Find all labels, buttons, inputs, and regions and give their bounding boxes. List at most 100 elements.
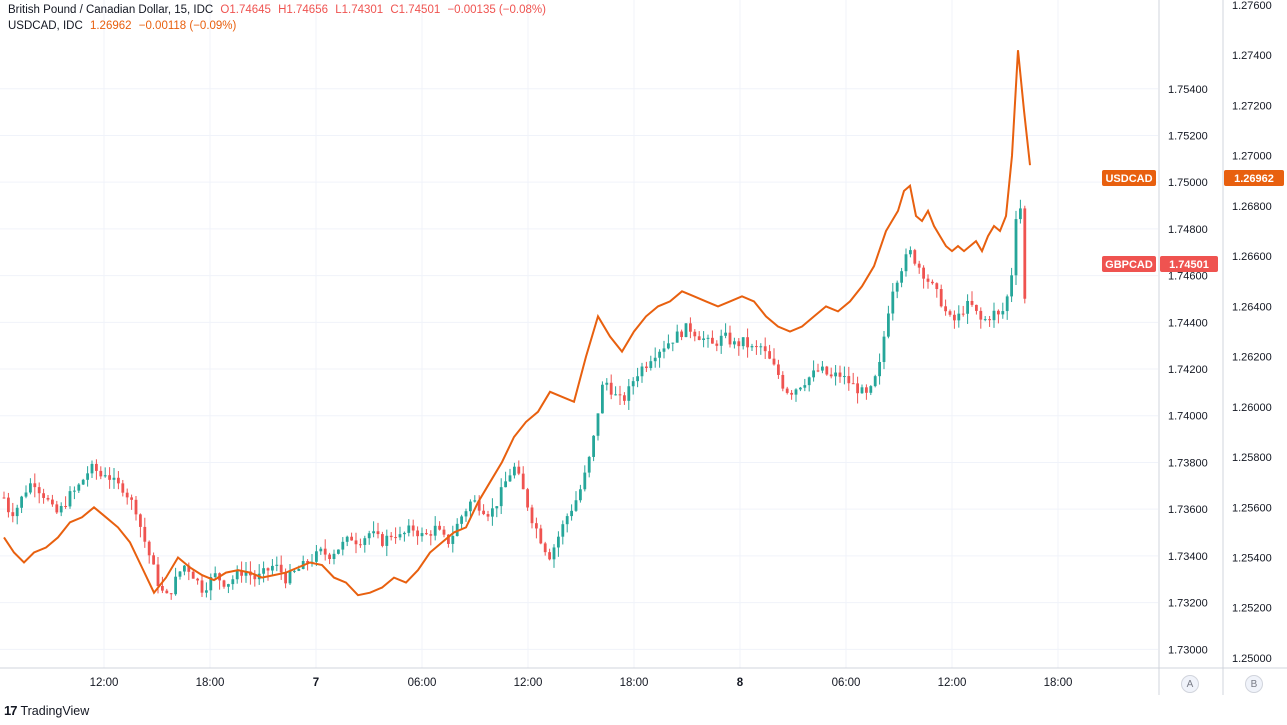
far-right-axis-tick-12: 1.25200: [1232, 603, 1272, 615]
candle-body: [279, 564, 283, 573]
candle-body: [807, 377, 811, 386]
candle-body: [2, 497, 6, 499]
candle: [680, 329, 683, 341]
candle-body: [134, 499, 138, 515]
candle: [645, 361, 648, 373]
candle-body: [284, 572, 287, 584]
candle: [486, 510, 490, 522]
candle: [231, 575, 235, 590]
candle: [504, 471, 507, 488]
candle: [944, 299, 947, 316]
candle: [464, 508, 468, 522]
candle-body: [235, 570, 239, 580]
candle-body: [693, 331, 697, 337]
candle-body: [29, 483, 32, 493]
candle: [191, 570, 195, 579]
candle: [262, 561, 265, 583]
candle: [561, 520, 565, 545]
candle: [724, 323, 727, 339]
legend-gbpcad-change: −0.00135 (−0.08%): [447, 4, 546, 16]
candle: [728, 325, 732, 348]
candle: [689, 317, 692, 339]
candle-body: [843, 376, 846, 378]
candle: [381, 531, 384, 548]
candle: [407, 519, 411, 537]
legend-gbpcad[interactable]: British Pound / Canadian Dollar, 15, IDC…: [8, 4, 550, 16]
gbpcad-badge: GBPCAD 1.74501: [1102, 256, 1218, 272]
candle: [658, 349, 661, 368]
candle-body: [464, 511, 468, 517]
candle: [768, 344, 771, 360]
candle: [552, 544, 556, 568]
candle-body: [904, 254, 908, 272]
candle-body: [922, 267, 925, 279]
candle: [161, 576, 164, 594]
candle-body: [433, 525, 437, 536]
candle: [90, 460, 94, 478]
candle-body: [953, 314, 956, 321]
candle: [403, 531, 406, 542]
candle: [605, 378, 609, 391]
candle: [693, 329, 697, 342]
candle: [548, 548, 551, 561]
candle-body: [865, 387, 868, 393]
candle-body: [741, 337, 745, 347]
candle-body: [288, 570, 292, 584]
candle-body: [15, 507, 19, 517]
candle-body: [407, 525, 411, 533]
candle-body: [420, 533, 424, 537]
time-axis[interactable]: 12:00 18:00 7 06:00 12:00 18:00 8 06:00 12:00 18:…: [90, 677, 1073, 689]
candle-body: [605, 382, 609, 385]
candle: [948, 309, 952, 317]
candle-body: [887, 313, 890, 337]
candle-body: [187, 565, 191, 572]
candle: [583, 465, 587, 492]
candle-body: [508, 475, 512, 482]
legend-usdcad[interactable]: USDCAD, IDC 1.26962 −0.00118 (−0.09%): [8, 20, 240, 32]
right-price-axis[interactable]: 1.75400 1.75200 1.75000 1.74800 1.74600 1.744…: [1168, 84, 1208, 657]
scale-b-button[interactable]: B: [1245, 675, 1263, 693]
candle: [139, 513, 142, 538]
far-right-price-axis[interactable]: 1.27600 1.27400 1.27200 1.27000 1.26800 1.266…: [1232, 0, 1272, 665]
candle: [970, 291, 974, 307]
candle: [482, 504, 485, 516]
tradingview-footer[interactable]: 17 TradingView: [4, 703, 89, 718]
candle: [750, 343, 754, 351]
candle: [957, 305, 961, 328]
candle: [257, 564, 261, 585]
right-axis-tick-0: 1.75400: [1168, 84, 1208, 96]
candle-body: [816, 370, 820, 372]
candle: [755, 340, 758, 355]
candle: [367, 530, 371, 545]
candle-body: [205, 590, 208, 593]
candle: [887, 305, 890, 339]
candle: [557, 531, 560, 557]
candle-body: [715, 343, 719, 346]
candle: [508, 468, 512, 483]
legend-gbpcad-close: C1.74501: [390, 4, 441, 16]
scale-a-button[interactable]: A: [1181, 675, 1199, 693]
candle-body: [403, 532, 406, 535]
far-right-axis-tick-4: 1.26800: [1232, 201, 1272, 213]
candle-body: [521, 473, 525, 490]
candle: [631, 377, 635, 395]
candle-body: [222, 580, 226, 587]
candle: [513, 462, 516, 479]
candle: [174, 567, 177, 596]
candle-body: [213, 573, 217, 578]
candle-body: [152, 555, 155, 565]
candle-body: [763, 346, 767, 352]
candle-body: [147, 541, 151, 556]
candle-body: [737, 341, 741, 347]
candle: [51, 494, 54, 507]
candle: [33, 473, 37, 498]
candle-body: [174, 576, 177, 595]
candle: [130, 494, 133, 510]
candle: [799, 386, 802, 392]
candle: [125, 488, 129, 505]
candle-body: [988, 319, 991, 321]
candle-body: [1023, 208, 1027, 299]
usdcad-badge: USDCAD 1.26962: [1102, 170, 1284, 186]
candle: [596, 413, 600, 441]
